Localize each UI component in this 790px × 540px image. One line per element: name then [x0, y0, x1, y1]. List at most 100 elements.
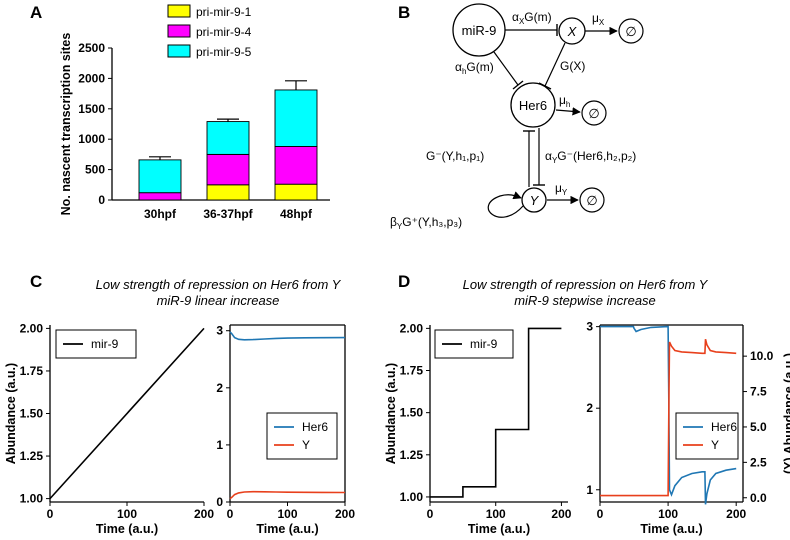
x-tick-label: 200	[551, 507, 571, 521]
chart-a-legend-swatch-pri-mir-9-4	[167, 24, 191, 38]
label-mu-x: μX	[592, 11, 605, 27]
series-line-Y	[600, 339, 737, 497]
legend-box	[266, 412, 338, 460]
y-axis-label: Abundance (a.u.)	[4, 363, 18, 464]
x-tick-label: 0	[427, 507, 434, 521]
chart-a-y-tick-label: 1500	[78, 102, 105, 116]
node-y-circle	[521, 187, 547, 213]
x-axis-label: Time (a.u.)	[256, 522, 318, 536]
label-alpha-y-her6: αYG⁻(Her6,h₂,p₂)	[545, 149, 636, 165]
node-empty-3-circle	[579, 187, 605, 213]
y-right-tick-label: 2.5	[750, 455, 767, 469]
node-empty-1-circle	[618, 18, 644, 44]
title-c-line1: Low strength of repression on Her6 from …	[96, 277, 342, 292]
x-tick-label: 100	[117, 507, 137, 521]
x-tick-label: 0	[47, 507, 54, 521]
x-axis-label: Time (a.u.)	[640, 522, 702, 536]
chart-a-bar-pri-mir-9-5-36-37hpf	[206, 121, 250, 155]
y-tick-label: 2.00	[20, 321, 44, 335]
chart-a-legend-label-pri-mir-9-5: pri-mir-9-5	[196, 45, 252, 59]
chart-a-bar-pri-mir-9-4-48hpf	[274, 146, 318, 185]
x-tick-label: 0	[597, 507, 604, 521]
chart-a-legend-label-pri-mir-9-1: pri-mir-9-1	[196, 5, 252, 19]
y-tick-label: 1.50	[20, 407, 44, 421]
chart-a-stacked-bars: pri-mir-9-1 pri-mir-9-4 pri-mir-9-5 0 500 10…	[59, 4, 330, 221]
title-d-line1: Low strength of repression on Her6 from …	[463, 277, 709, 292]
node-her6-circle	[510, 82, 556, 128]
edge-mir9-inhibits-her6-bar	[512, 80, 524, 90]
chart-a-y-tick-label: 2000	[78, 71, 105, 85]
chart-a-bar-pri-mir-9-1-48hpf	[274, 183, 318, 201]
y-tick-label: 2	[586, 401, 593, 415]
x-tick-label: 100	[277, 507, 297, 521]
y-right-tick-label: 10.0	[750, 349, 774, 363]
chart-a-bar-pri-mir-9-4-30hpf	[138, 192, 182, 201]
x-axis-label: Time (a.u.)	[468, 522, 530, 536]
diagram-b-network: miR-9 X ∅ Her6 ∅ Y ∅ αXG(m) μX αhG(m) G(…	[390, 3, 644, 231]
edge-y-self-activation	[487, 191, 524, 218]
x-tick-label: 200	[726, 507, 746, 521]
chart-a-bar-pri-mir-9-5-30hpf	[138, 159, 182, 194]
chart-c-her6-y: 0 100 200 0 1 2 3 Time (a.u.) Her6 Y	[216, 324, 355, 536]
node-mir9-label: miR-9	[462, 23, 497, 38]
x-tick-label: 200	[194, 507, 214, 521]
chart-a-x-tick-label: 36-37hpf	[203, 207, 253, 221]
legend-box	[675, 412, 739, 460]
y-right-axis-label: (Y) Abundance (a.u.)	[782, 353, 790, 474]
series-line-Her6	[229, 331, 346, 341]
y-tick-label: 1.50	[400, 406, 424, 420]
edge-mir9-inhibits-her6	[493, 51, 519, 86]
y-right-tick-label: 5.0	[750, 420, 767, 434]
panel-letter-c: C	[30, 272, 42, 291]
chart-a-y-tick-label: 0	[98, 193, 105, 207]
chart-a-x-tick-label: 30hpf	[144, 207, 177, 221]
chart-a-bar-pri-mir-9-1-36-37hpf	[206, 184, 250, 201]
label-alpha-h: αhG(m)	[455, 60, 494, 76]
x-tick-label: 0	[227, 507, 234, 521]
title-d-line2: miR-9 stepwise increase	[514, 293, 656, 308]
chart-d-mir9-stepwise: 0 100 200 1.00 1.25 1.50 1.75 2.00 Time (a.u.) Ab…	[384, 321, 572, 536]
node-her6-label: Her6	[519, 98, 547, 113]
y-tick-label: 1.00	[20, 492, 44, 506]
y-tick-label: 1.75	[20, 364, 44, 378]
chart-a-y-axis-label: No. nascent transcription sites	[59, 33, 73, 216]
y-tick-label: 0	[216, 495, 223, 509]
y-tick-label: 3	[586, 320, 593, 334]
y-tick-label: 1.75	[400, 364, 424, 378]
y-tick-label: 3	[216, 324, 223, 338]
series-line-Her6	[600, 325, 737, 505]
legend-label-Her6: Her6	[711, 420, 737, 434]
x-tick-label: 200	[335, 507, 355, 521]
series-line-mir-9	[430, 327, 562, 498]
x-tick-label: 100	[486, 507, 506, 521]
chart-a-bar-pri-mir-9-4-36-37hpf	[206, 153, 250, 186]
legend-label-Y: Y	[711, 438, 719, 452]
panel-letter-b: B	[398, 3, 410, 22]
label-g-minus-y: G⁻(Y,h₁,p₁)	[426, 149, 484, 163]
panel-letter-d: D	[398, 272, 410, 291]
y-tick-label: 1.00	[400, 490, 424, 504]
node-empty-2-label: ∅	[588, 106, 599, 121]
y-tick-label: 1	[586, 483, 593, 497]
y-tick-label: 2.00	[400, 321, 424, 335]
legend-label-Her6: Her6	[302, 420, 328, 434]
y-tick-label: 1.25	[20, 449, 44, 463]
panel-letter-a: A	[30, 3, 42, 22]
y-right-tick-label: 7.5	[750, 385, 767, 399]
chart-a-legend-label-pri-mir-9-4: pri-mir-9-4	[196, 25, 252, 39]
chart-a-y-tick-label: 2500	[78, 41, 105, 55]
label-mu-y: μY	[555, 181, 568, 197]
x-axis-label: Time (a.u.)	[96, 522, 158, 536]
chart-c-mir9-linear: 0 100 200 1.00 1.25 1.50 1.75 2.00 Time (a.u.) Ab…	[4, 321, 214, 536]
chart-a-bar-pri-mir-9-5-48hpf	[274, 89, 318, 147]
label-mu-h: μh	[559, 93, 570, 109]
y-axis-label: Abundance (a.u.)	[384, 363, 398, 464]
edge-x-inhibits-her6	[544, 42, 566, 87]
x-tick-label: 100	[658, 507, 678, 521]
chart-d-her6-y: 0 100 200 1 2 3 Time (a.u.) 0.0 2.5 5.0 7.5 10.0 (Y)…	[586, 320, 790, 536]
label-beta-y: βYG⁺(Y,h₃,p₃)	[390, 215, 462, 231]
chart-a-x-tick-label: 48hpf	[280, 207, 313, 221]
y-tick-label: 1.25	[400, 448, 424, 462]
edge-x-inhibits-her6-bar	[538, 82, 552, 90]
series-line-mir-9	[49, 327, 205, 500]
